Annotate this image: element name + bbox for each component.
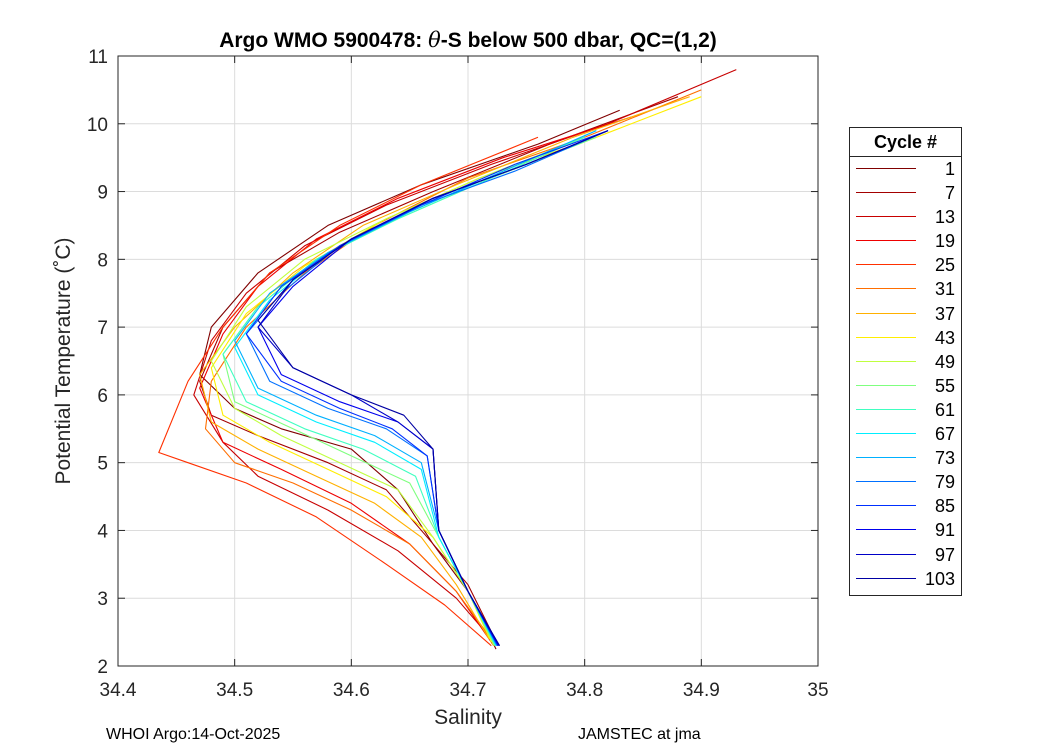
series-line-cycle-103 (257, 130, 609, 646)
legend-label: 67 (934, 424, 955, 445)
legend-label: 49 (934, 351, 955, 372)
legend-entry: 25 (850, 253, 961, 277)
footer-credit: JAMSTEC at jma (578, 726, 701, 743)
series-line-cycle-13 (193, 69, 737, 647)
legend-swatch (856, 216, 916, 218)
legend-entry: 67 (850, 422, 961, 446)
legend-label: 7 (944, 183, 955, 204)
legend-entry: 55 (850, 374, 961, 398)
legend-swatch (856, 505, 916, 507)
axis-ticks: 34.4 34.5 34.6 34.7 34.8 34.9 35 2 3 4 5 6 7 8 9 10 11 (87, 47, 829, 701)
x-tick-label: 34.4 (100, 680, 137, 701)
legend-label: 43 (934, 327, 955, 348)
legend-swatch (856, 360, 916, 362)
y-tick-label: 9 (97, 183, 108, 204)
legend-label: 1 (944, 159, 955, 179)
legend-entries: 1 7 13 19 25 31 37 43 49 55 61 67 73 79 85 91 97 103 (850, 157, 961, 591)
y-tick-label: 10 (87, 115, 108, 136)
legend-swatch (856, 240, 916, 242)
legend-swatch (856, 384, 916, 386)
legend-swatch (856, 312, 916, 314)
legend-entry: 7 (850, 181, 961, 205)
legend-entry: 43 (850, 326, 961, 350)
legend-swatch (856, 168, 916, 169)
legend-entry: 103 (850, 567, 961, 591)
chart-title: Argo WMO 5900478: θ-S below 500 dbar, QC… (219, 28, 717, 52)
y-tick-label: 6 (97, 386, 108, 407)
legend-entry: 49 (850, 350, 961, 374)
legend-swatch (856, 336, 916, 338)
series-line-cycle-37 (199, 96, 690, 640)
legend-swatch (856, 577, 916, 579)
y-tick-label: 2 (97, 657, 108, 678)
legend-title: Cycle # (850, 128, 961, 157)
legend-label: 103 (924, 568, 955, 589)
legend-label: 55 (934, 375, 955, 396)
legend-swatch (856, 288, 916, 290)
series-line-cycle-49 (210, 136, 585, 646)
legend-swatch (856, 192, 916, 194)
x-tick-label: 34.5 (216, 680, 253, 701)
legend-label: 31 (934, 279, 955, 300)
x-tick-label: 34.9 (683, 680, 720, 701)
legend-entry: 85 (850, 494, 961, 518)
y-tick-label: 5 (97, 454, 108, 475)
legend-entry: 79 (850, 470, 961, 494)
y-tick-label: 8 (97, 250, 108, 271)
y-axis-label: Potential Temperature (˚C) (52, 237, 75, 484)
legend-swatch (856, 457, 916, 459)
series-line-cycle-25 (158, 136, 539, 647)
legend-entry: 19 (850, 229, 961, 253)
legend-label: 79 (934, 472, 955, 493)
legend-entry: 1 (850, 157, 961, 181)
legend-entry: 31 (850, 277, 961, 301)
y-tick-label: 11 (88, 47, 108, 68)
legend-label: 97 (934, 544, 955, 565)
legend-label: 85 (934, 496, 955, 517)
legend-swatch (856, 408, 916, 410)
legend-label: 91 (934, 520, 955, 541)
x-tick-label: 35 (807, 680, 828, 701)
series-lines (158, 69, 737, 650)
legend-label: 73 (934, 448, 955, 469)
x-tick-label: 34.6 (333, 680, 370, 701)
x-tick-label: 34.8 (566, 680, 603, 701)
legend-label: 37 (934, 303, 955, 324)
legend-swatch (856, 433, 916, 435)
y-tick-label: 3 (97, 589, 108, 610)
legend-entry: 97 (850, 543, 961, 567)
legend-swatch (856, 264, 916, 266)
legend-label: 13 (934, 207, 955, 228)
legend-entry: 91 (850, 518, 961, 542)
footer-source-date: WHOI Argo:14-Oct-2025 (106, 726, 281, 743)
legend-entry: 61 (850, 398, 961, 422)
legend-swatch (856, 481, 916, 483)
legend-label: 19 (934, 231, 955, 252)
legend-swatch (856, 553, 916, 555)
x-axis-label: Salinity (434, 706, 502, 729)
legend-swatch (856, 529, 916, 531)
y-tick-label: 4 (97, 521, 108, 542)
legend-label: 25 (934, 255, 955, 276)
legend: Cycle # 1 7 13 19 25 31 37 43 49 55 61 67 73 79 85 91 97… (849, 127, 962, 596)
legend-label: 61 (934, 399, 955, 420)
x-tick-label: 34.7 (450, 680, 487, 701)
legend-entry: 73 (850, 446, 961, 470)
legend-entry: 13 (850, 205, 961, 229)
legend-entry: 37 (850, 302, 961, 326)
y-tick-label: 7 (97, 318, 108, 339)
